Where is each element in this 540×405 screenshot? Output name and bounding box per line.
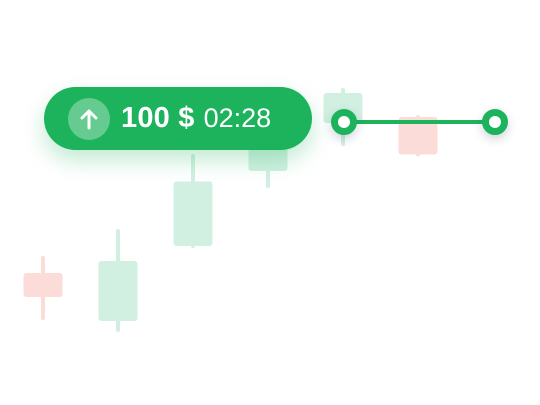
candle-up (98, 229, 138, 332)
candle-up (173, 154, 213, 248)
candle-body (23, 273, 63, 297)
candle-down (23, 256, 63, 320)
trade-duration-line (344, 120, 495, 124)
candle-body (98, 261, 138, 321)
trade-badge[interactable]: 100 $ 02:28 (44, 87, 312, 150)
arrow-up-icon (68, 97, 110, 140)
trade-amount: 100 $ (121, 102, 195, 134)
trade-entry-marker[interactable] (331, 109, 357, 135)
trade-timer: 02:28 (203, 103, 272, 133)
trade-expiry-marker[interactable] (482, 109, 508, 135)
candle-body (398, 117, 438, 155)
candle-body (173, 181, 213, 246)
